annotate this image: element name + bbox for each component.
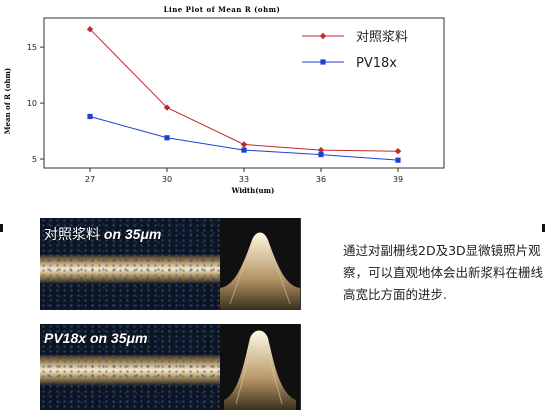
y-tick-label: 10 (27, 99, 37, 108)
legend-label: 对照浆料 (356, 30, 408, 45)
data-point (317, 146, 325, 154)
data-point (240, 141, 248, 148)
legend: 对照浆料 PV18x (302, 30, 408, 71)
legend-marker (320, 59, 326, 65)
x-tick-label: 39 (393, 175, 403, 184)
y-tick-label: 15 (27, 43, 37, 52)
border-mark-right (542, 224, 545, 232)
data-point (164, 135, 170, 141)
chart-title: Line Plot of Mean R (ohm) (164, 5, 281, 14)
series-line (89, 28, 399, 152)
data-point (395, 157, 401, 163)
y-tick-label: 5 (32, 155, 37, 164)
plot-axes: 27 30 33 36 39 5 10 15 (27, 17, 445, 184)
data-point (318, 151, 324, 158)
data-point (163, 104, 171, 111)
series-line (89, 116, 399, 161)
cross-section-3d (220, 232, 300, 310)
y-axis-label: Mean of R (ohm) (3, 68, 12, 134)
legend-marker (319, 32, 327, 40)
data-point (86, 25, 94, 33)
x-tick-label: 27 (85, 175, 95, 184)
micrograph-control: 对照浆料 on 35μm (40, 218, 301, 310)
x-axis-label: Width(um) (231, 186, 275, 195)
x-tick-label: 30 (162, 175, 172, 184)
micrograph-label-main: PV18x (44, 330, 87, 346)
micrograph-label-main: 对照浆料 (44, 226, 100, 242)
border-mark-left (0, 224, 3, 232)
micrograph-pv18x: PV18x on 35μm (40, 324, 301, 410)
micrograph-label-sub: on 35μm (89, 330, 148, 346)
legend-label: PV18x (356, 56, 397, 71)
cross-section-3d (224, 330, 296, 410)
micrograph-label-sub: on 35μm (103, 226, 162, 242)
data-point (87, 113, 93, 120)
line-plot: Line Plot of Mean R (ohm) 27 30 33 36 39 5 10 1… (3, 5, 445, 195)
description-text: 通过对副栅线2D及3D显微镜照片观察，可以直观地体会出新浆料在栅线高宽比方面的进… (343, 243, 544, 302)
x-tick-label: 36 (316, 175, 326, 184)
micrograph-label: 对照浆料 on 35μm (44, 224, 161, 244)
x-tick-label: 33 (239, 175, 249, 184)
micrograph-label: PV18x on 35μm (44, 330, 147, 346)
data-point (241, 147, 247, 153)
data-point (394, 148, 402, 155)
series-layer (86, 25, 402, 163)
